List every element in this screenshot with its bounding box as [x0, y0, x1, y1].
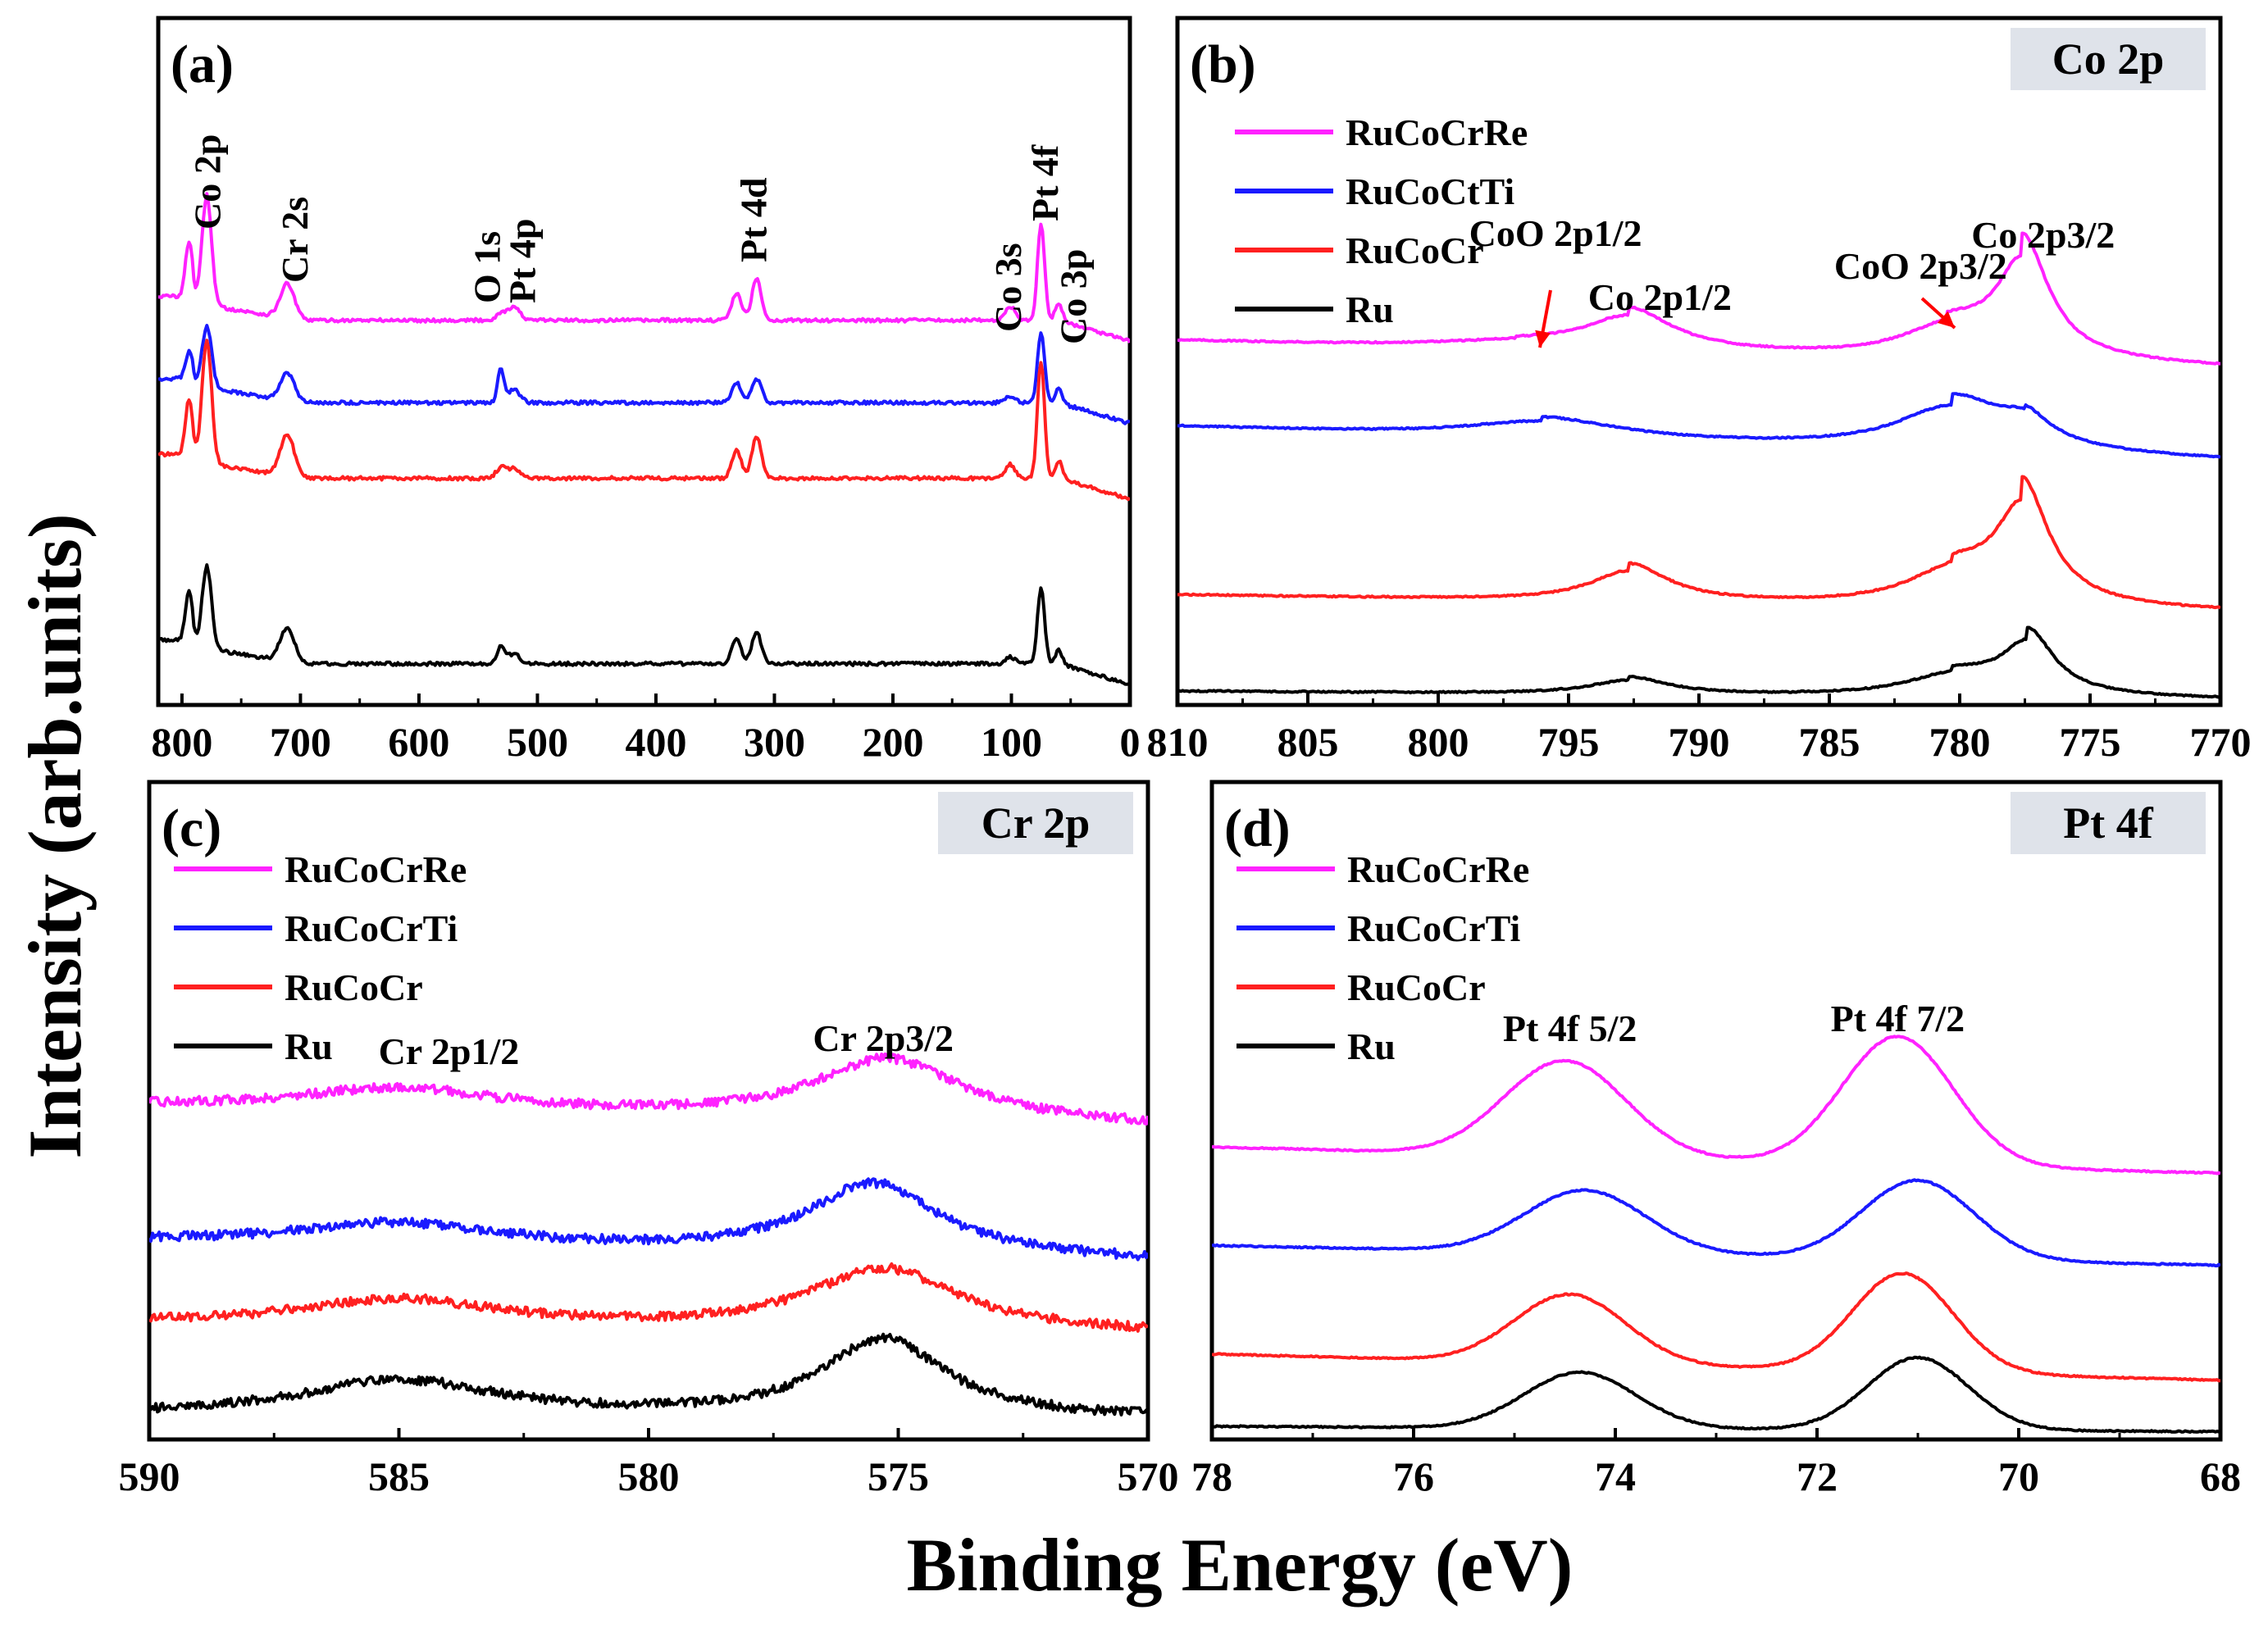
- series-line-ru: [1212, 1355, 2220, 1435]
- legend-label: RuCoCtTi: [1346, 171, 1514, 212]
- x-tick-label: 590: [119, 1453, 180, 1499]
- peak-annotation: Pt 4f 5/2: [1503, 1007, 1637, 1049]
- peak-annotation: Co 3s: [987, 243, 1029, 332]
- panel-c: 590 585 580 575 570 (c) Cr 2p RuCoCrRe RuCoCrTi R…: [119, 780, 1179, 1499]
- legend-label: RuCoCrRe: [285, 848, 467, 890]
- panel-label-a: (a): [171, 34, 234, 94]
- legend-label: Ru: [1346, 289, 1394, 330]
- peak-annotation: Co 2p3/2: [1971, 214, 2115, 256]
- x-tick-label: 200: [862, 719, 923, 765]
- panel-label-d: (d): [1224, 798, 1291, 858]
- x-axis-label: Binding Energy (eV): [907, 1523, 1573, 1607]
- x-tick-label: 300: [744, 719, 805, 765]
- legend-label: RuCoCrTi: [1347, 907, 1521, 949]
- panel-label-b: (b): [1190, 34, 1256, 94]
- legend-label: RuCoCr: [285, 966, 423, 1008]
- peak-annotation: Pt 4f: [1024, 144, 1066, 221]
- legend-label: RuCoCr: [1347, 966, 1486, 1008]
- legend-label: RuCoCr: [1346, 230, 1484, 271]
- x-tick-label: 575: [868, 1453, 929, 1499]
- series-line-rucocrre: [158, 192, 1130, 343]
- x-tick-label: 810: [1147, 719, 1209, 765]
- peak-annotation: Cr 2s: [274, 197, 316, 283]
- peak-annotation: Pt 4d: [732, 177, 774, 262]
- annotation-arrowhead: [1535, 330, 1551, 348]
- x-tick-label: 785: [1799, 719, 1860, 765]
- x-tick-label: 100: [981, 719, 1042, 765]
- x-tick-label: 570: [1118, 1453, 1179, 1499]
- x-tick-label: 400: [625, 719, 686, 765]
- x-tick-label: 78: [1191, 1453, 1232, 1499]
- peak-annotation: O 1s: [466, 231, 508, 303]
- reference-annotation: CoO 2p3/2: [1834, 245, 2007, 287]
- series-line-rucocrti: [158, 324, 1130, 425]
- x-tick-label: 790: [1669, 719, 1730, 765]
- peak-annotation: Cr 2p3/2: [813, 1017, 954, 1059]
- series-line-rucocrti: [149, 1177, 1148, 1262]
- annotation-arrowhead: [1937, 311, 1955, 328]
- panel-d: 78 76 74 72 70 68 (d) Pt 4f RuCoCrRe RuCoCrTi RuCo…: [1191, 780, 2241, 1499]
- x-tick-label: 800: [151, 719, 212, 765]
- panel-tag-b: Co 2p: [2052, 34, 2165, 84]
- panel-tag-box-d: [2011, 792, 2206, 854]
- x-tick-label: 70: [1998, 1453, 2039, 1499]
- x-tick-label: 74: [1595, 1453, 1636, 1499]
- panel-tag-d: Pt 4f: [2063, 798, 2153, 848]
- x-tick-label: 500: [507, 719, 568, 765]
- series-line-rucocr: [158, 339, 1130, 502]
- series-line-ru: [149, 1332, 1148, 1417]
- x-tick-label: 76: [1393, 1453, 1434, 1499]
- legend-label: Ru: [1347, 1025, 1396, 1067]
- legend-label: Ru: [285, 1025, 333, 1067]
- panel-tag-box-c: [938, 792, 1133, 854]
- peak-annotation: Co 2p: [186, 134, 228, 230]
- peak-annotation: Co 3p: [1053, 249, 1095, 344]
- x-tick-label: 800: [1408, 719, 1469, 765]
- peak-annotation: Pt 4f 7/2: [1831, 998, 1965, 1039]
- x-tick-label: 600: [388, 719, 449, 765]
- series-line-rucocr: [1212, 1271, 2220, 1383]
- panel-tag-box-b: [2011, 28, 2206, 90]
- series-line-rucocr: [1177, 475, 2220, 610]
- peak-annotation: Co 2p1/2: [1588, 276, 1732, 318]
- plot-frame-a: [156, 16, 1132, 707]
- y-axis-label: Intensity (arb.units): [13, 513, 97, 1158]
- x-tick-label: 795: [1538, 719, 1600, 765]
- x-tick-label: 700: [270, 719, 331, 765]
- series-line-rucocr: [149, 1262, 1148, 1333]
- x-tick-label: 580: [618, 1453, 680, 1499]
- panel-label-c: (c): [162, 798, 221, 858]
- series-line-rucocrti: [1212, 1178, 2220, 1268]
- series-line-ru: [158, 563, 1130, 686]
- panel-tag-c: Cr 2p: [981, 798, 1091, 848]
- series-line-rucocrre: [1177, 231, 2220, 366]
- series-line-rucocrti: [1177, 392, 2220, 459]
- x-tick-label: 68: [2200, 1453, 2241, 1499]
- legend-label: RuCoCrRe: [1346, 111, 1528, 153]
- series-line-ru: [1177, 625, 2220, 699]
- series-line-rucocrre: [149, 1052, 1148, 1126]
- x-tick-label: 805: [1277, 719, 1339, 765]
- plot-frame-b: [1175, 16, 2223, 707]
- panel-b: 810 805 800 795 790 785 780 775 770 (b) Co 2p RuCoC…: [1147, 16, 2252, 765]
- x-tick-label: 585: [368, 1453, 430, 1499]
- peak-annotation: Pt 4p: [502, 219, 544, 304]
- x-tick-label: 770: [2190, 719, 2252, 765]
- legend-label: RuCoCrRe: [1347, 848, 1529, 890]
- x-tick-label: 775: [2060, 719, 2121, 765]
- peak-annotation: Cr 2p1/2: [379, 1030, 520, 1072]
- x-tick-label: 780: [1929, 719, 1991, 765]
- reference-annotation: CoO 2p1/2: [1469, 212, 1642, 254]
- x-tick-label: 72: [1797, 1453, 1838, 1499]
- series-line-rucocrre: [1212, 1035, 2220, 1176]
- legend-label: RuCoCrTi: [285, 907, 458, 949]
- x-tick-label: 0: [1120, 719, 1141, 765]
- panel-a: 800 700 600 500 400 300 200 100 0 (a) Co 2p Cr 2s O …: [151, 16, 1141, 765]
